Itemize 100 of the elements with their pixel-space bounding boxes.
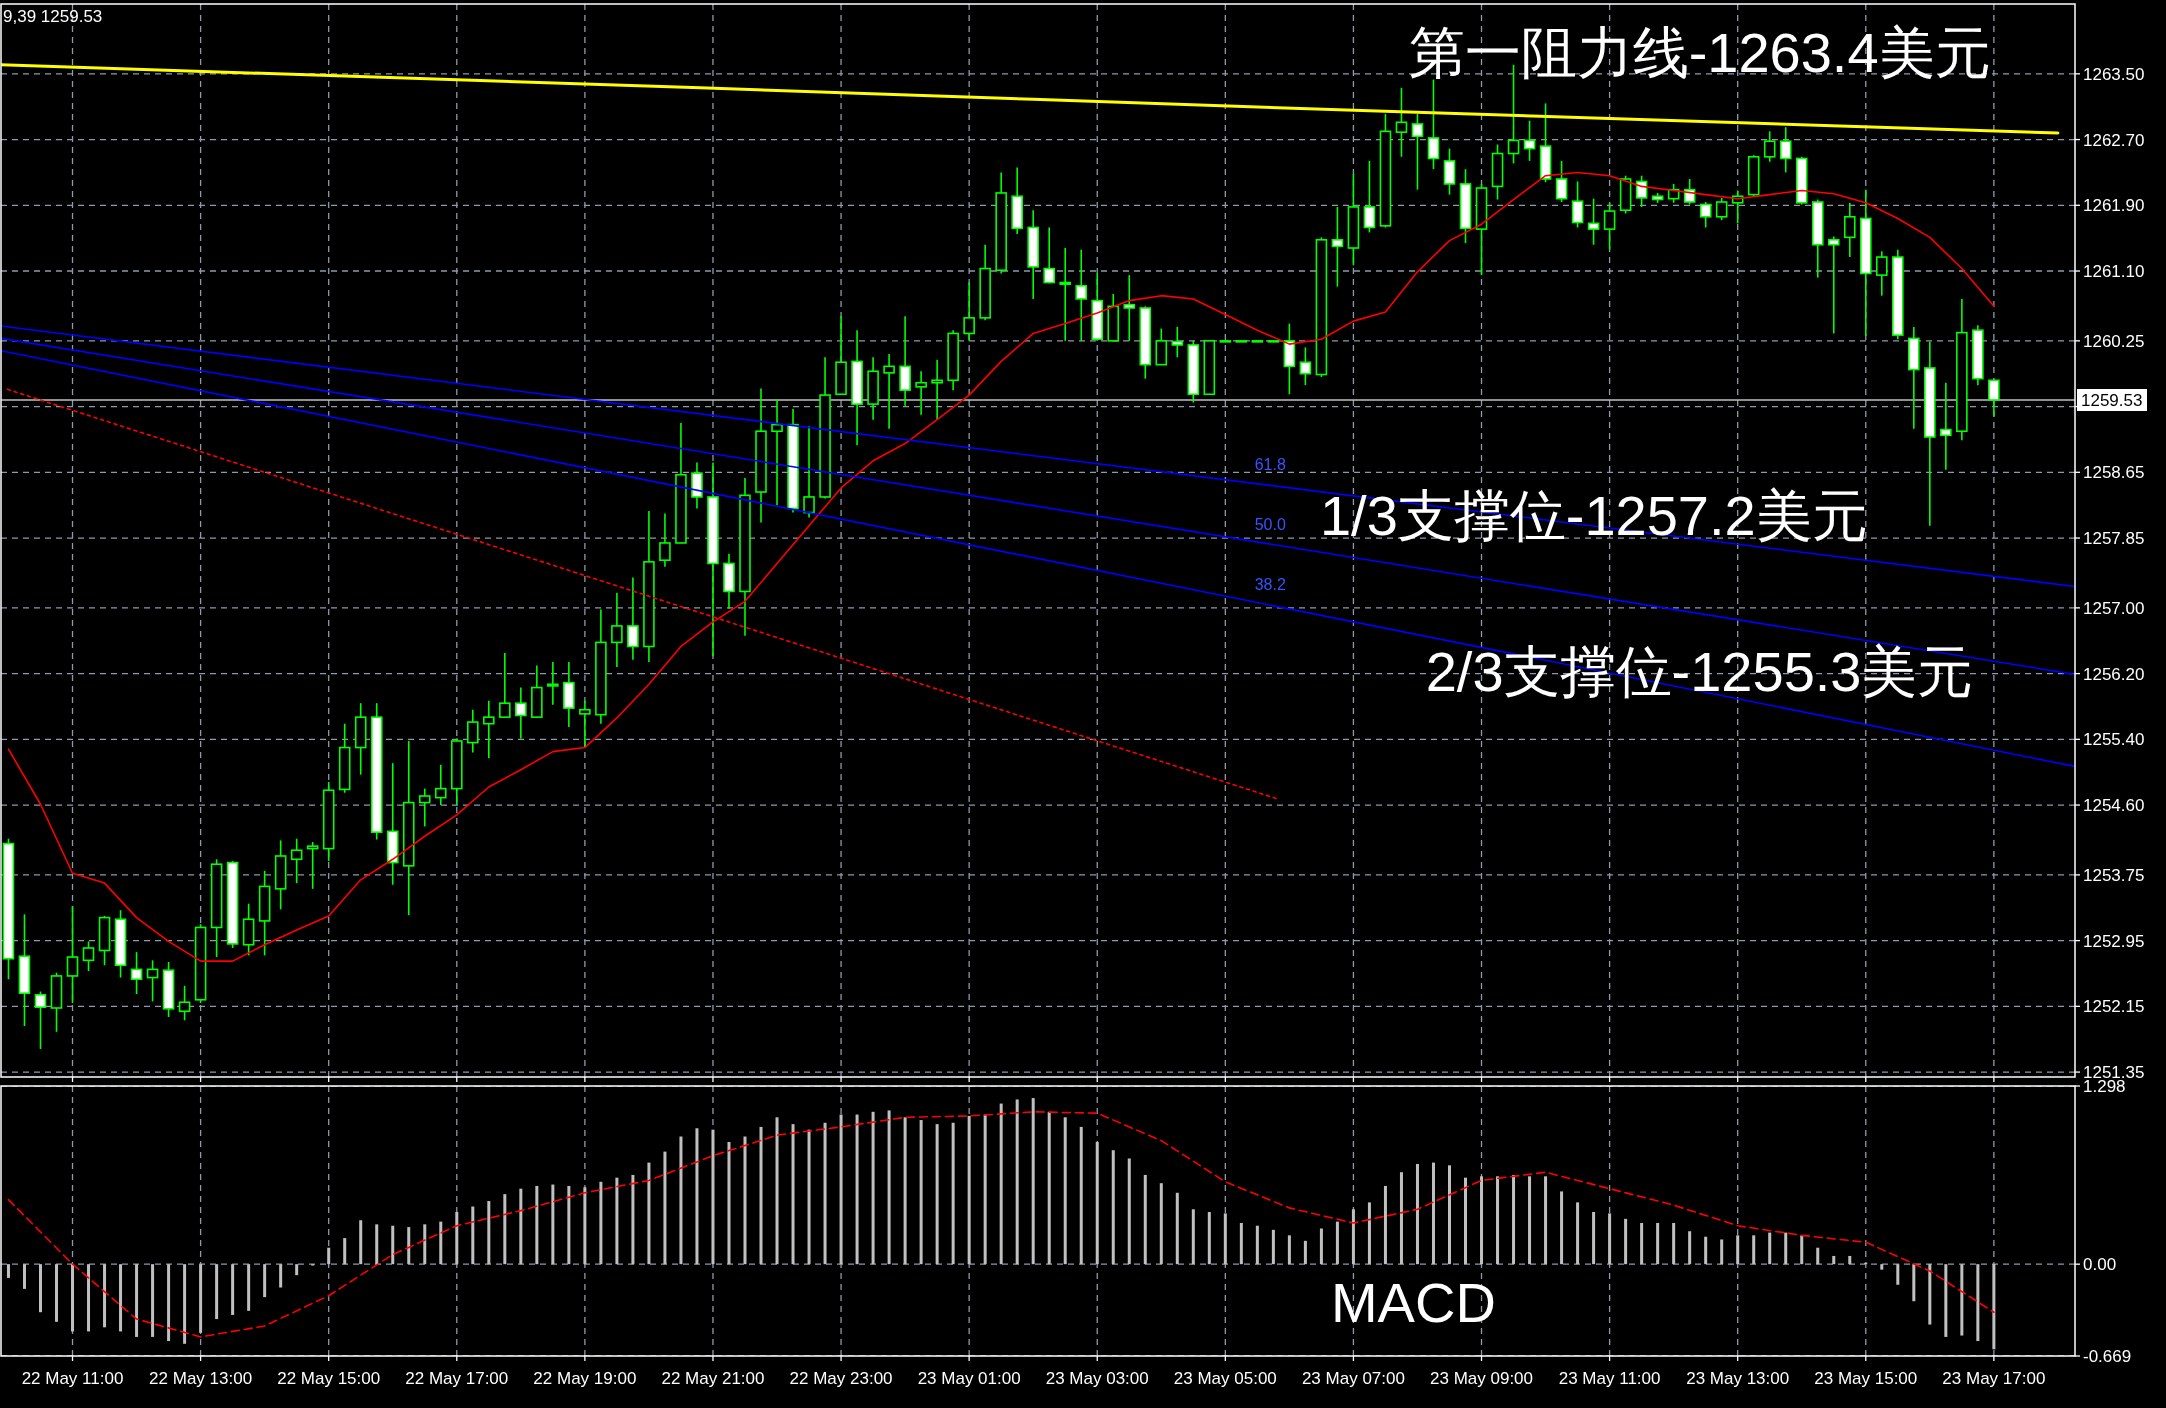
bar: [343, 1238, 347, 1265]
y-tick-label: 1253.75: [2083, 865, 2145, 885]
bar: [1047, 1111, 1051, 1265]
candlestick: [1075, 248, 1088, 342]
bar: [775, 1117, 779, 1265]
y-tick-label: 1261.90: [2083, 196, 2145, 216]
bar: [1576, 1202, 1580, 1265]
bar: [1640, 1222, 1644, 1265]
bar: [807, 1129, 811, 1265]
bar: [1287, 1235, 1291, 1265]
candlestick: [1779, 126, 1792, 174]
bar: [103, 1264, 107, 1328]
bar: [6, 1264, 10, 1278]
bar: [455, 1212, 459, 1265]
bar: [823, 1122, 827, 1265]
bar: [423, 1224, 427, 1265]
candlestick: [659, 512, 671, 568]
y-tick-label: 1252.15: [2083, 997, 2145, 1017]
x-tick-label: 22 May 15:00: [277, 1369, 381, 1388]
candlestick: [82, 940, 95, 972]
bar: [1319, 1228, 1323, 1265]
x-tick-label: 22 May 17:00: [405, 1369, 509, 1388]
bar: [967, 1115, 971, 1265]
y-tick-label: 1262.70: [2083, 130, 2145, 150]
candlestick: [1123, 274, 1136, 342]
bar: [1656, 1222, 1660, 1265]
candlestick: [579, 699, 591, 749]
candlestick: [34, 990, 47, 1050]
bar: [1079, 1126, 1083, 1265]
candlestick: [1699, 201, 1712, 229]
bar: [1351, 1209, 1355, 1265]
candlestick: [611, 592, 623, 668]
candlestick: [483, 699, 495, 760]
candlestick: [1043, 226, 1056, 285]
bar: [1832, 1255, 1836, 1265]
candlestick: [1395, 87, 1408, 158]
bar: [87, 1264, 91, 1332]
bar: [1175, 1192, 1179, 1265]
bar: [247, 1264, 251, 1311]
bar: [743, 1136, 747, 1265]
y-tick-label: 1260.25: [2083, 331, 2145, 351]
x-tick-label: 22 May 13:00: [149, 1369, 253, 1388]
x-tick-label: 23 May 11:00: [1558, 1369, 1661, 1388]
y-tick-label: 1252.95: [2083, 931, 2145, 951]
bar: [919, 1120, 923, 1265]
bar: [1464, 1177, 1467, 1265]
candlestick: [515, 686, 527, 740]
candlestick: [66, 905, 79, 1004]
bar: [1335, 1221, 1339, 1265]
bar: [1560, 1191, 1564, 1265]
candlestick: [1427, 78, 1440, 170]
candlestick: [1571, 180, 1584, 229]
bar: [647, 1162, 651, 1265]
bar: [1704, 1236, 1708, 1265]
bar: [535, 1185, 539, 1265]
candlestick: [691, 461, 703, 510]
bar: [1784, 1232, 1788, 1265]
ref-line-label: 1259.53: [2081, 391, 2143, 411]
bar: [1768, 1232, 1772, 1265]
bar: [1544, 1176, 1548, 1265]
annotation: 38.2: [1254, 575, 1286, 593]
bar: [119, 1264, 123, 1332]
bar: [1223, 1213, 1227, 1265]
bar: [1992, 1264, 1996, 1350]
bar: [903, 1117, 907, 1265]
bar: [295, 1264, 299, 1276]
candlestick: [130, 951, 143, 995]
candlestick: [1843, 202, 1856, 258]
candlestick: [467, 708, 479, 754]
bar: [1512, 1174, 1516, 1265]
bar: [279, 1264, 283, 1288]
bar: [1095, 1142, 1099, 1265]
bar: [759, 1126, 763, 1265]
bar: [38, 1264, 42, 1313]
bar: [407, 1227, 411, 1265]
bar: [631, 1174, 635, 1265]
bar: [1912, 1264, 1916, 1302]
candlestick: [627, 576, 639, 661]
x-tick-label: 22 May 11:00: [21, 1369, 124, 1388]
bar: [599, 1181, 603, 1265]
bar: [1383, 1185, 1387, 1265]
y-tick-label: 1257.00: [2083, 598, 2145, 618]
bar: [583, 1187, 587, 1265]
candlestick: [1507, 64, 1520, 165]
bar: [1896, 1264, 1900, 1285]
x-tick-label: 23 May 17:00: [1942, 1369, 2046, 1388]
y-tick-label: 1257.85: [2083, 529, 2145, 549]
candlestick: [1331, 206, 1344, 288]
bar: [1608, 1213, 1612, 1265]
line-series: [7, 1111, 1995, 1338]
candlestick: [1299, 346, 1312, 387]
candlestick: [1715, 197, 1728, 221]
bar: [1736, 1235, 1740, 1265]
candlestick: [178, 985, 191, 1022]
y-tick-label: 1258.65: [2083, 463, 2145, 483]
candlestick: [290, 837, 303, 884]
candlestick: [418, 787, 431, 828]
x-tick-label: 23 May 07:00: [1301, 1369, 1405, 1388]
candlestick: [306, 841, 319, 890]
bar: [1255, 1225, 1259, 1265]
